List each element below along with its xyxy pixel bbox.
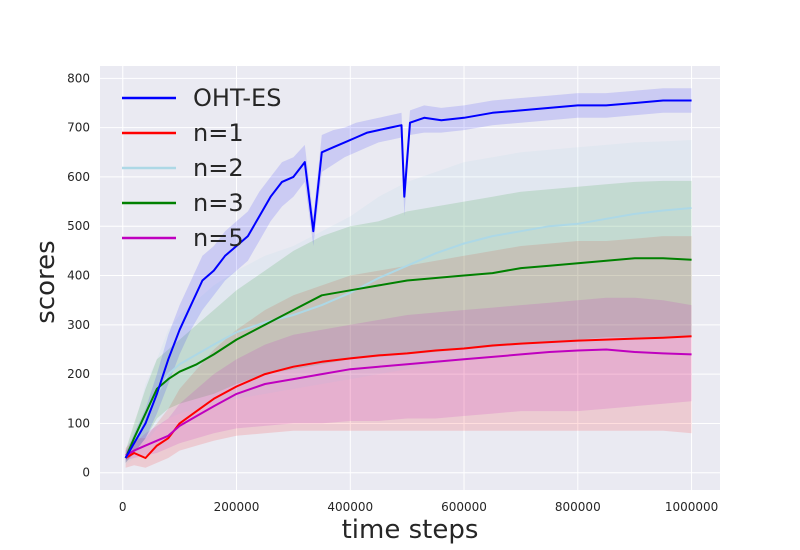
x-tick-label: 0: [119, 500, 127, 514]
y-tick-label: 300: [67, 318, 90, 332]
y-axis-ticks: 0 100 200 300 400 500 600 700 800: [67, 71, 90, 479]
y-tick-label: 100: [67, 416, 90, 430]
legend-label-n-1: n=1: [193, 119, 244, 147]
x-tick-label: 400000: [327, 500, 373, 514]
legend: OHT-ES n=1 n=2 n=3 n=5: [122, 84, 281, 252]
band-oht-es: [125, 88, 692, 463]
plot-background: [100, 66, 720, 490]
x-tick-label: 1000000: [665, 500, 718, 514]
legend-label-n-3: n=3: [193, 189, 244, 217]
legend-label-n-5: n=5: [193, 224, 244, 252]
line-n-1: [125, 335, 692, 459]
x-tick-label: 600000: [441, 500, 487, 514]
x-axis-ticks: 0 200000 400000 600000 800000 1000000: [119, 500, 718, 514]
series-lines: [124, 99, 692, 459]
line-oht-es: [124, 99, 692, 459]
line-n-2: [124, 207, 692, 459]
line-n-5: [125, 348, 692, 457]
y-tick-label: 700: [67, 121, 90, 135]
y-axis-label: scores: [31, 240, 61, 323]
band-n-3: [125, 180, 692, 463]
x-axis-label: time steps: [342, 515, 479, 545]
x-tick-label: 200000: [214, 500, 260, 514]
y-tick-label: 400: [67, 269, 90, 283]
y-tick-label: 800: [67, 71, 90, 85]
y-tick-label: 600: [67, 170, 90, 184]
band-n-1: [125, 236, 692, 468]
legend-label-n-2: n=2: [193, 154, 244, 182]
y-tick-label: 200: [67, 367, 90, 381]
x-tick-label: 800000: [555, 500, 601, 514]
line-n-3: [124, 257, 692, 459]
band-n-5: [125, 297, 692, 461]
y-tick-label: 0: [82, 466, 90, 480]
y-tick-label: 500: [67, 219, 90, 233]
legend-label-oht-es: OHT-ES: [193, 84, 281, 112]
